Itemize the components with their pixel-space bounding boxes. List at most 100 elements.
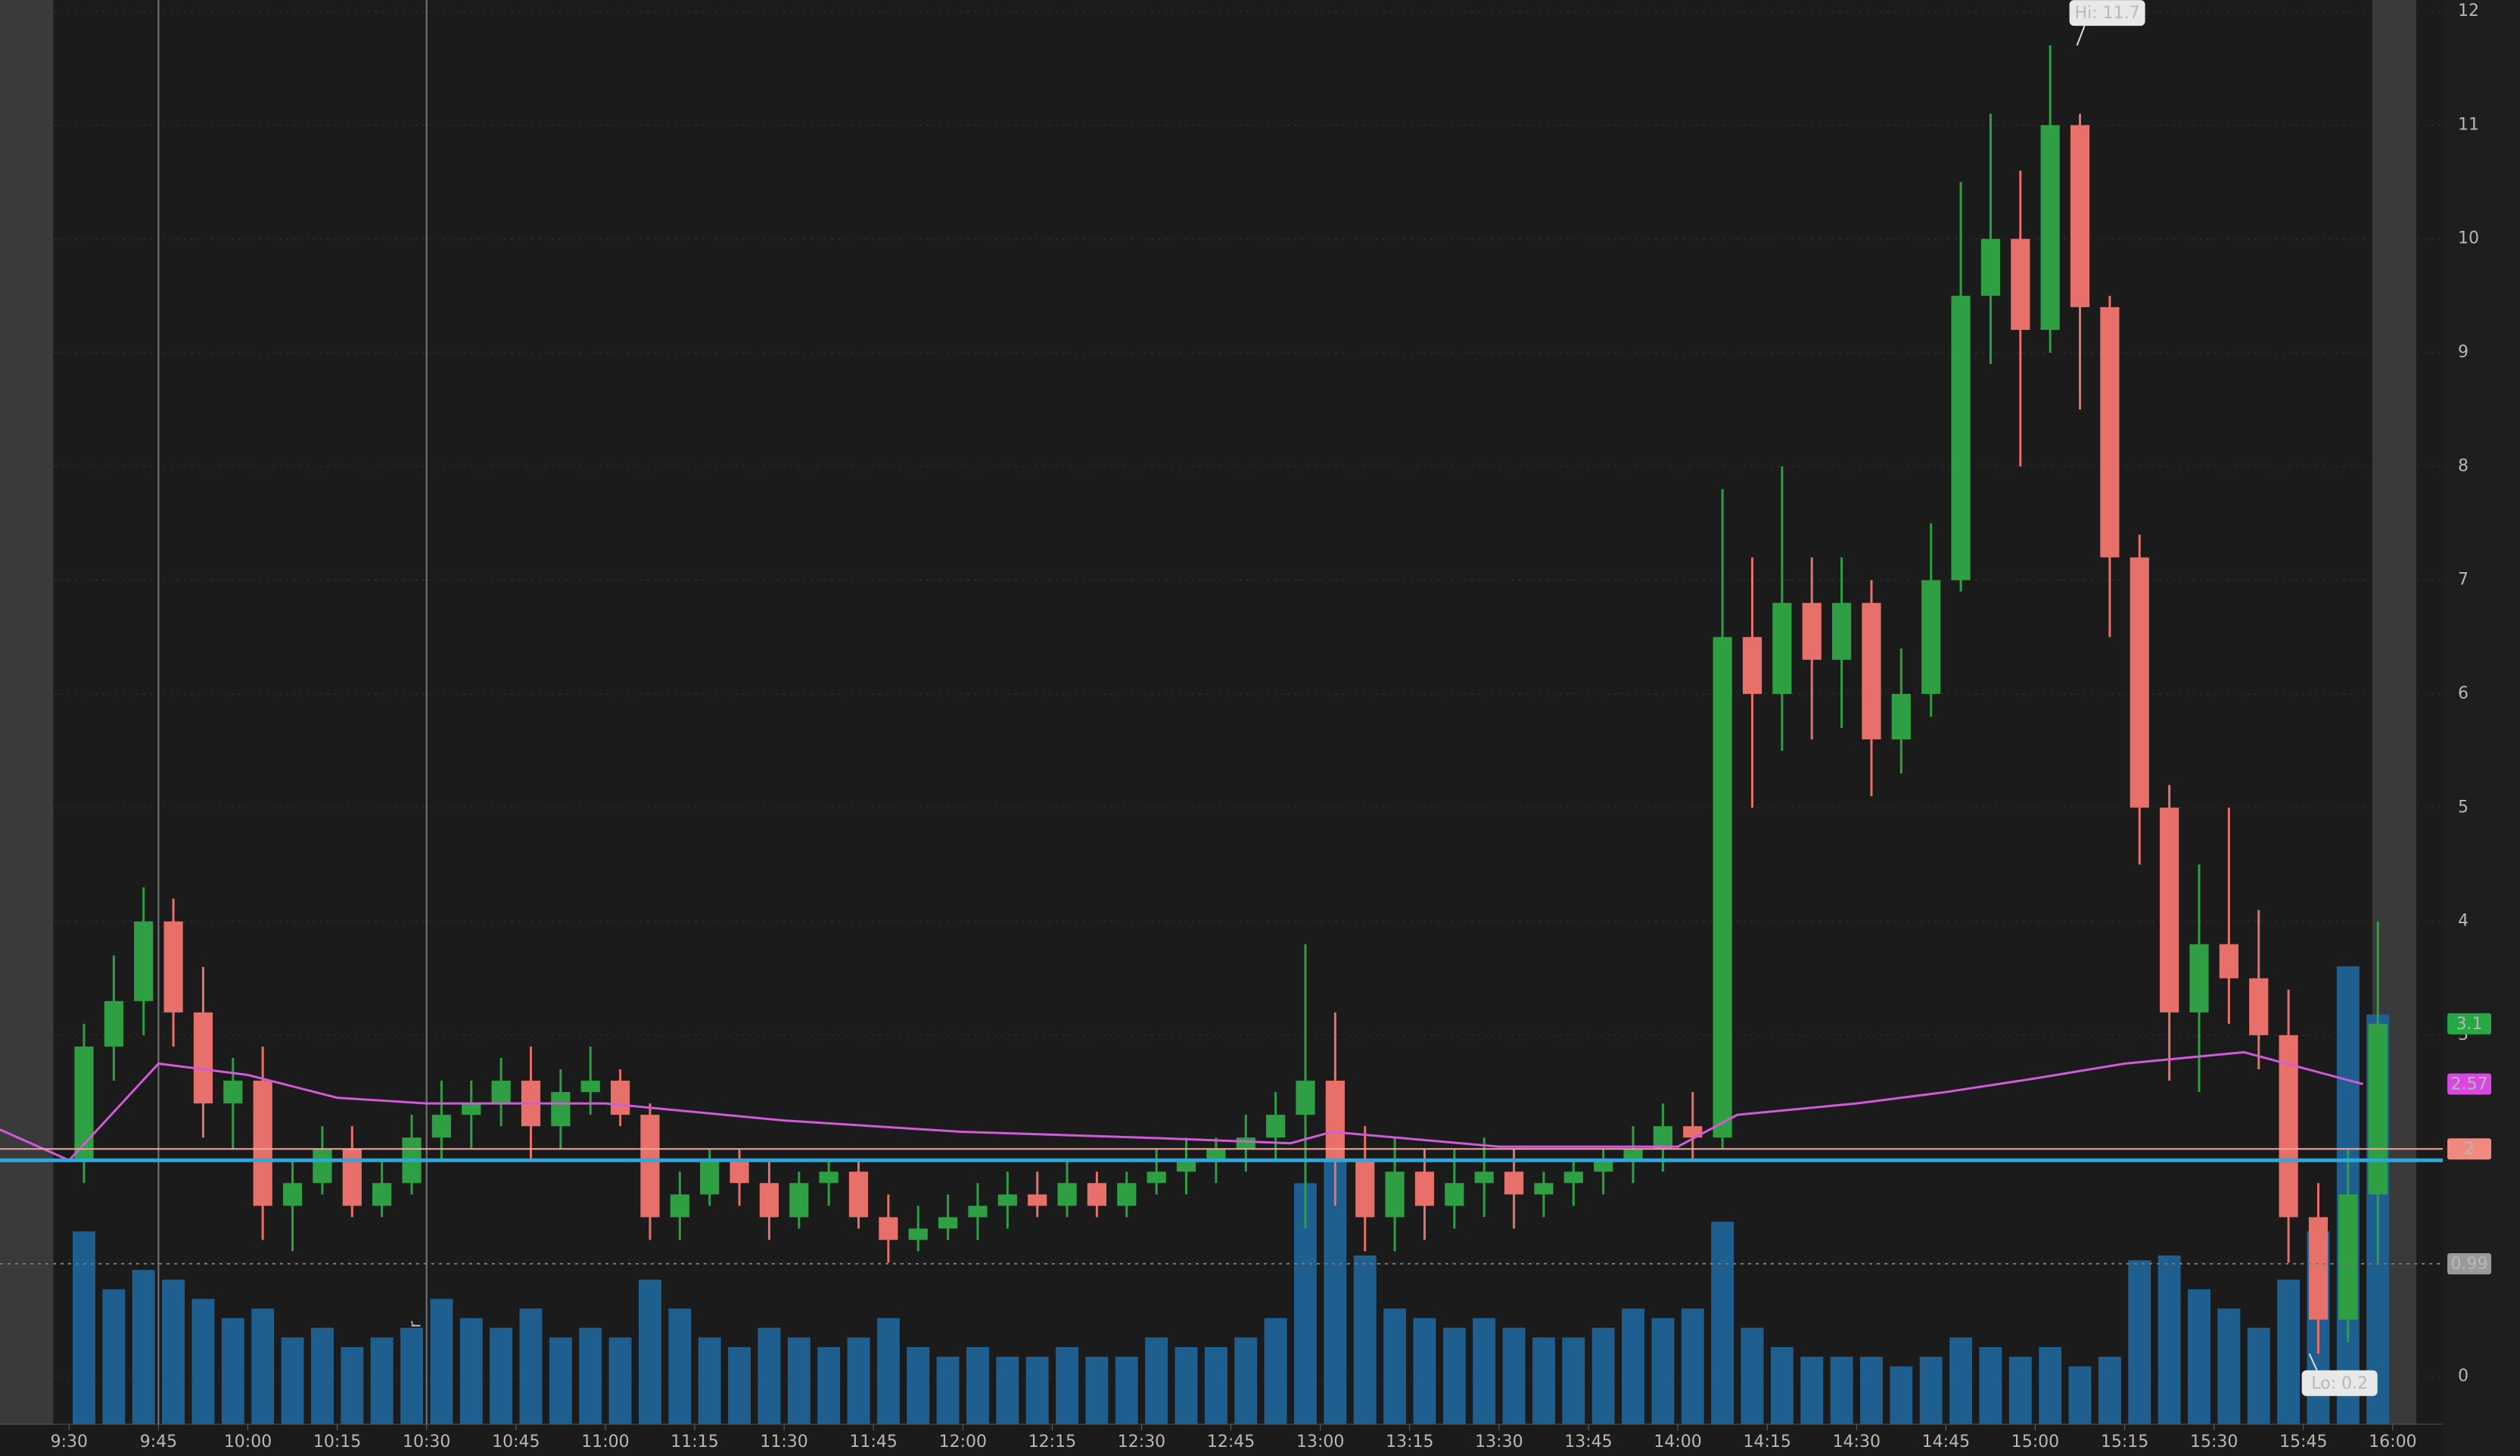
volume-bar (1681, 1308, 1704, 1424)
candle-body (1206, 1149, 1226, 1161)
y-tick-label: 4 (2458, 912, 2469, 931)
candle-body (193, 1012, 213, 1104)
x-tick-label: 12:15 (1028, 1433, 1076, 1451)
candle-body (1594, 1160, 1613, 1172)
volume-bar (1413, 1318, 1436, 1424)
candle-body (2160, 807, 2179, 1013)
candle-body (1802, 602, 1822, 660)
volume-bar (102, 1289, 126, 1424)
x-tick-label: 10:00 (224, 1433, 272, 1451)
volume-bar (817, 1347, 841, 1424)
volume-bar (1979, 1347, 2002, 1424)
candle-body (2011, 238, 2030, 330)
volume-bar (1115, 1356, 1138, 1424)
candle-body (2338, 1194, 2358, 1320)
volume-bar (2068, 1366, 2092, 1424)
volume-bar (639, 1279, 661, 1424)
volume-bar (698, 1337, 721, 1424)
volume-bar (1562, 1337, 1585, 1424)
y-tick-label: 12 (2458, 2, 2479, 20)
candle-body (1414, 1171, 1435, 1206)
x-tick-label: 15:15 (2101, 1433, 2148, 1451)
x-tick-label: 14:15 (1743, 1433, 1790, 1451)
price-marker-box (2447, 1013, 2491, 1034)
volume-bar (2098, 1356, 2121, 1424)
annotation-label: Hi: 11.7 (2075, 4, 2140, 23)
volume-bar (310, 1327, 334, 1424)
candle-body (1713, 636, 1732, 1138)
candle-body (997, 1194, 1017, 1206)
x-tick-label: 13:30 (1475, 1433, 1523, 1451)
candle-body (1742, 636, 1762, 694)
volume-bar (2039, 1347, 2062, 1424)
x-tick-label: 12:00 (939, 1433, 987, 1451)
y-tick-label: 0 (2458, 1367, 2469, 1386)
candle-body (491, 1081, 511, 1104)
volume-bar (1056, 1347, 1079, 1424)
volume-bar (1145, 1337, 1168, 1424)
candle-body (730, 1160, 749, 1184)
x-tick-label: 12:45 (1207, 1433, 1255, 1451)
candle-body (1683, 1126, 1703, 1138)
volume-bar (787, 1337, 810, 1424)
candle-body (1296, 1081, 1315, 1115)
volume-bar (1473, 1318, 1496, 1424)
candle-body (2249, 978, 2269, 1035)
volume-bar (191, 1299, 215, 1424)
x-tick-label: 11:45 (850, 1433, 898, 1451)
volume-bar (1919, 1356, 1943, 1424)
x-tick-label: 15:00 (2011, 1433, 2059, 1451)
x-tick-label: 11:00 (581, 1433, 629, 1451)
x-tick-label: 13:00 (1296, 1433, 1344, 1451)
volume-bar (1383, 1308, 1407, 1424)
candle-body (74, 1046, 94, 1161)
volume-bar (758, 1327, 781, 1424)
price-marker-label: 2.57 (2451, 1075, 2488, 1094)
volume-bar (1174, 1347, 1198, 1424)
volume-bar (1830, 1356, 1853, 1424)
candle-body (2189, 944, 2209, 1013)
candle-body (1087, 1183, 1107, 1206)
annotation-pointer (2308, 1353, 2318, 1371)
volume-bar (1502, 1327, 1526, 1424)
volume-bar (1442, 1327, 1466, 1424)
volume-bar (132, 1270, 155, 1424)
candle-body (700, 1160, 720, 1195)
x-tick-label: 15:30 (2190, 1433, 2238, 1451)
candle-body (1891, 693, 1911, 740)
candle-body (670, 1194, 689, 1218)
volume-bar (1204, 1347, 1227, 1424)
volume-bar (668, 1308, 692, 1424)
candle-body (1653, 1126, 1672, 1150)
candle-body (223, 1081, 243, 1104)
volume-bar (876, 1318, 900, 1424)
volume-bar (1234, 1337, 1258, 1424)
candle-body (2040, 125, 2060, 330)
candle-body (134, 921, 154, 1001)
volume-bar (1591, 1327, 1615, 1424)
candle-body (163, 921, 183, 1013)
volume-bar (1025, 1356, 1049, 1424)
volume-bar (1770, 1347, 1794, 1424)
x-tick-label: 14:00 (1654, 1433, 1701, 1451)
price-marker-label: 0.99 (2451, 1255, 2488, 1274)
candle-body (342, 1149, 362, 1206)
x-tick-label: 14:30 (1833, 1433, 1881, 1451)
candle-body (640, 1115, 660, 1218)
volume-bar (2158, 1255, 2181, 1424)
candle-body (848, 1171, 869, 1218)
x-tick-label: 10:15 (313, 1433, 361, 1451)
candle-body (819, 1171, 838, 1184)
candle-body (1028, 1194, 1047, 1206)
volume-bar (608, 1337, 632, 1424)
volume-bar (1711, 1221, 1734, 1424)
candle-body (1385, 1171, 1405, 1218)
volume-bar (459, 1318, 483, 1424)
volume-bar (1741, 1327, 1764, 1424)
volume-bar (221, 1318, 244, 1424)
candle-body (1445, 1183, 1464, 1206)
candle-body (462, 1103, 481, 1115)
